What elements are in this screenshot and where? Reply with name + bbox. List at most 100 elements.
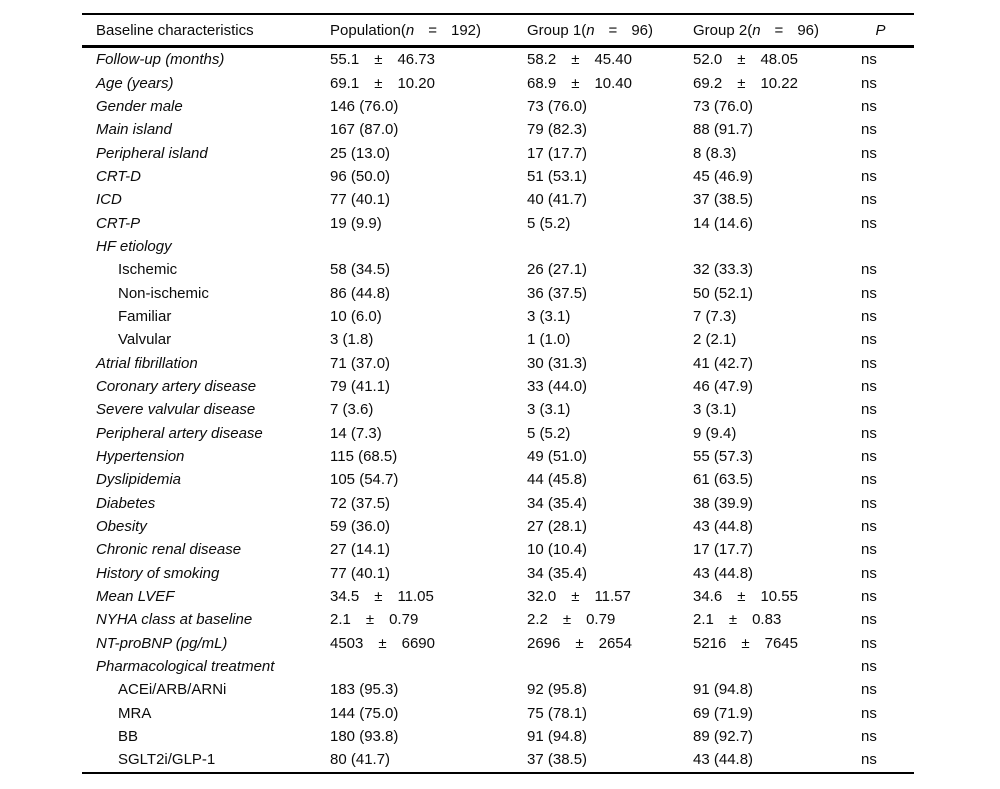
cell-population: 146 (76.0): [330, 99, 527, 114]
plus-minus-symbol: ±: [741, 634, 750, 652]
cell-p-value: ns: [861, 97, 877, 115]
table-row: Age (years) 69.1 ±10.20 68.9 ±10.40 69.2 ±10.2…: [82, 71, 914, 94]
plus-minus-symbol: ±: [571, 51, 580, 69]
plus-minus-symbol: ±: [571, 588, 580, 606]
sd-value: 6690: [401, 634, 435, 652]
cell-p-value: ns: [861, 518, 877, 536]
row-label: CRT-D: [96, 167, 142, 185]
cell-population: 96 (50.0): [330, 169, 527, 184]
sd-value: 11.57: [594, 588, 631, 606]
count-percent-value: 43 (44.8): [693, 518, 754, 536]
mean-value: 4503: [330, 634, 364, 652]
cell-group2: 91 (94.8): [693, 682, 861, 697]
cell-p-value: ns: [861, 588, 877, 606]
cell-population: 55.1 ±46.73: [330, 52, 527, 67]
count-percent-value: 146 (76.0): [330, 97, 399, 115]
count-percent-value: 27 (28.1): [527, 518, 588, 536]
count-percent-value: 41 (42.7): [693, 354, 754, 372]
table-row: MRA 144 (75.0) 75 (78.1) 69 (71.9) ns: [82, 702, 914, 725]
sd-value: 46.73: [397, 51, 435, 69]
cell-population: 167 (87.0): [330, 122, 527, 137]
group-name: Group 2(: [693, 21, 753, 39]
count-percent-value: 37 (38.5): [527, 751, 588, 769]
table-row: Valvular 3 (1.8) 1 (1.0) 2 (2.1) ns: [82, 328, 914, 351]
table-row: Chronic renal disease 27 (14.1) 10 (10.4) 1…: [82, 538, 914, 561]
table-row: Severe valvular disease 7 (3.6) 3 (3.1) 3 (…: [82, 398, 914, 421]
count-percent-value: 34 (35.4): [527, 494, 588, 512]
cell-group2: 69.2 ±10.22: [693, 76, 861, 91]
table-row: NT-proBNP (pg/mL) 4503 ±6690 2696 ±2654 5216 ±…: [82, 632, 914, 655]
count-percent-value: 45 (46.9): [693, 167, 754, 185]
cell-group1: 92 (95.8): [527, 682, 693, 697]
cell-group1: 3 (3.1): [527, 309, 693, 324]
mean-value: 68.9: [527, 74, 557, 92]
table-row: Coronary artery disease 79 (41.1) 33 (44.0…: [82, 375, 914, 398]
count-percent-value: 61 (63.5): [693, 471, 754, 489]
group-name: Group 1(: [527, 21, 587, 39]
row-label: Atrial fibrillation: [96, 354, 198, 372]
cell-population: 144 (75.0): [330, 706, 527, 721]
row-label: Ischemic: [118, 261, 178, 279]
table-row: HF etiology: [82, 235, 914, 258]
count-percent-value: 5 (5.2): [527, 214, 571, 232]
cell-group2: 43 (44.8): [693, 752, 861, 767]
cell-group1: 73 (76.0): [527, 99, 693, 114]
cell-group2: 3 (3.1): [693, 402, 861, 417]
count-percent-value: 17 (17.7): [693, 541, 754, 559]
count-percent-value: 14 (7.3): [330, 424, 382, 442]
mean-value: 5216: [693, 634, 727, 652]
cell-p-value: ns: [861, 307, 877, 325]
group-n-count: 192): [451, 21, 482, 39]
cell-group1: 79 (82.3): [527, 122, 693, 137]
cell-group1: 91 (94.8): [527, 729, 693, 744]
count-percent-value: 88 (91.7): [693, 121, 754, 139]
equals-sign: =: [428, 21, 437, 39]
cell-group1: 10 (10.4): [527, 542, 693, 557]
mean-value: 34.6: [693, 588, 723, 606]
cell-population: 2.1 ±0.79: [330, 612, 527, 627]
row-label: Diabetes: [96, 494, 156, 512]
count-percent-value: 3 (3.1): [693, 401, 737, 419]
count-percent-value: 10 (6.0): [330, 307, 382, 325]
count-percent-value: 9 (9.4): [693, 424, 737, 442]
count-percent-value: 69 (71.9): [693, 704, 754, 722]
count-percent-value: 26 (27.1): [527, 261, 588, 279]
plus-minus-symbol: ±: [374, 588, 383, 606]
cell-p-value: ns: [861, 354, 877, 372]
row-label: Chronic renal disease: [96, 541, 242, 559]
cell-p-value: ns: [861, 214, 877, 232]
cell-group1: 34 (35.4): [527, 566, 693, 581]
table-row: Follow-up (months) 55.1 ±46.73 58.2 ±45.40 52…: [82, 48, 914, 71]
sd-value: 0.79: [389, 611, 419, 629]
plus-minus-symbol: ±: [575, 634, 584, 652]
count-percent-value: 59 (36.0): [330, 518, 391, 536]
count-percent-value: 3 (3.1): [527, 307, 571, 325]
count-percent-value: 14 (14.6): [693, 214, 754, 232]
cell-group2: 32 (33.3): [693, 262, 861, 277]
table-row: Gender male 146 (76.0) 73 (76.0) 73 (76.0) n…: [82, 95, 914, 118]
count-percent-value: 33 (44.0): [527, 377, 588, 395]
table-row: Obesity 59 (36.0) 27 (28.1) 43 (44.8) ns: [82, 515, 914, 538]
row-label: Main island: [96, 121, 172, 139]
count-percent-value: 7 (3.6): [330, 401, 374, 419]
n-variable: n: [752, 21, 761, 39]
cell-population: 105 (54.7): [330, 472, 527, 487]
cell-group2: 55 (57.3): [693, 449, 861, 464]
cell-group1: 37 (38.5): [527, 752, 693, 767]
baseline-characteristics-table: Baseline characteristics Population(n = 19…: [82, 13, 914, 774]
row-label: MRA: [118, 704, 152, 722]
cell-group1: 40 (41.7): [527, 192, 693, 207]
count-percent-value: 27 (14.1): [330, 541, 391, 559]
cell-population: 86 (44.8): [330, 286, 527, 301]
cell-p-value: ns: [861, 51, 877, 69]
cell-population: 69.1 ±10.20: [330, 76, 527, 91]
row-label: Valvular: [118, 331, 172, 349]
count-percent-value: 8 (8.3): [693, 144, 737, 162]
count-percent-value: 77 (40.1): [330, 191, 391, 209]
cell-group2: 34.6 ±10.55: [693, 589, 861, 604]
cell-p-value: ns: [861, 144, 877, 162]
plus-minus-symbol: ±: [571, 74, 580, 92]
count-percent-value: 91 (94.8): [527, 728, 588, 746]
table-row: Peripheral island 25 (13.0) 17 (17.7) 8 (8.…: [82, 141, 914, 164]
cell-group1: 51 (53.1): [527, 169, 693, 184]
